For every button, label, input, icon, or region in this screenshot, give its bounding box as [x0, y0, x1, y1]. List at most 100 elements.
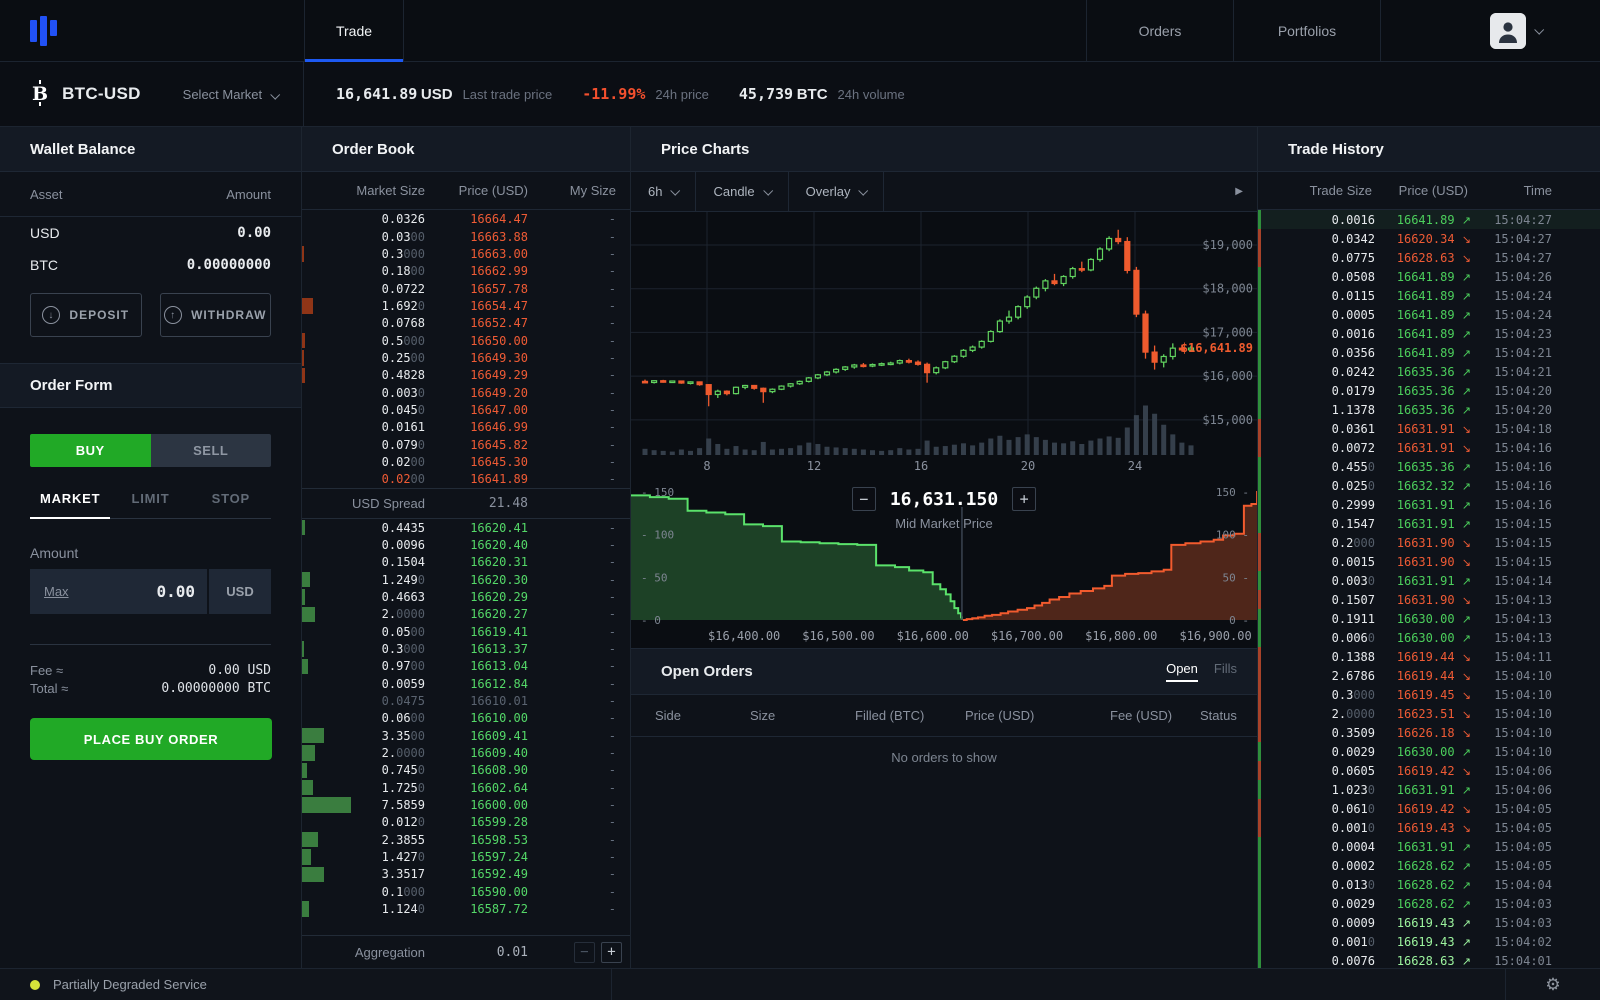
- order-book-ask-row[interactable]: 0.0300 16663.88-: [381, 229, 616, 244]
- order-book-bid-row[interactable]: 2.3855 16598.53-: [302, 831, 630, 848]
- trade-history-row: 0.1547 16631.91 ↗ 15:04:15: [1258, 514, 1600, 533]
- tab-fills[interactable]: Fills: [1213, 661, 1237, 676]
- svg-text:12: 12: [807, 459, 821, 473]
- order-book-bid-row[interactable]: 0.0600 16610.00-: [381, 711, 616, 726]
- order-book-bid-row[interactable]: 0.0500 16619.41-: [381, 624, 616, 639]
- order-book-bid-row[interactable]: 1.1240 16587.72-: [302, 900, 630, 917]
- order-book-bid-row[interactable]: 2.0000 16609.40-: [302, 744, 630, 761]
- order-book-bid-row[interactable]: 0.0059 16612.84-: [381, 676, 616, 691]
- buy-tab[interactable]: BUY: [30, 434, 151, 467]
- tab-orders[interactable]: Orders: [1086, 0, 1233, 61]
- trade-history-row: 0.0060 16630.00 ↗ 15:04:13: [1258, 628, 1600, 647]
- aggregation-decrease-button[interactable]: −: [574, 941, 595, 963]
- order-book-bid-row[interactable]: 0.7450 16608.90-: [302, 762, 630, 779]
- trade-history-row: 0.0009 16619.43 ↗ 15:04:03: [1258, 913, 1600, 932]
- trade-history-row: 0.2999 16631.91 ↗ 15:04:16: [1258, 495, 1600, 514]
- order-book-bid-row[interactable]: 0.0096 16620.40-: [381, 537, 616, 552]
- depth-bar: [302, 641, 304, 657]
- order-book-bid-row[interactable]: 0.0475 16610.01-: [381, 693, 616, 708]
- zoom-in-button[interactable]: +: [1012, 487, 1037, 511]
- open-orders-empty-message: No orders to show: [631, 737, 1257, 968]
- tab-stop[interactable]: STOP: [211, 491, 250, 506]
- coinbase-pro-logo-icon[interactable]: [30, 13, 60, 49]
- svg-text:0 -: 0 -: [1229, 614, 1249, 627]
- place-buy-order-button[interactable]: PLACE BUY ORDER: [30, 718, 272, 760]
- trade-history-row: 0.0030 16631.91 ↗ 15:04:14: [1258, 571, 1600, 590]
- max-link[interactable]: Max: [44, 584, 69, 599]
- order-book-bid-row[interactable]: 0.4435 16620.41-: [302, 519, 630, 536]
- order-book-bid-row[interactable]: 1.7250 16602.64-: [302, 779, 630, 796]
- trade-history-row: 0.2000 16631.90 ↘ 15:04:15: [1258, 533, 1600, 552]
- trade-history-row: 0.0029 16630.00 ↗ 15:04:10: [1258, 742, 1600, 761]
- candlestick-chart: 8 12 16 20 24 $19,000 $18,000 $17,000 $16,000 $15…: [631, 212, 1257, 475]
- svg-text:- 150: - 150: [641, 486, 674, 499]
- order-book-bid-row[interactable]: 1.2490 16620.30-: [302, 571, 630, 588]
- order-book-ask-row[interactable]: 0.0722 16657.78-: [381, 281, 616, 296]
- order-book-ask-row[interactable]: 0.5000 16650.00-: [302, 332, 630, 349]
- order-book-ask-row[interactable]: 0.2500 16649.30-: [302, 349, 630, 366]
- order-book-ask-row[interactable]: 0.1800 16662.99-: [381, 264, 616, 279]
- order-book-title: Order Book: [302, 127, 630, 172]
- trade-history-row: 0.0072 16631.91 ↘ 15:04:16: [1258, 438, 1600, 457]
- order-book-ask-row[interactable]: 0.3000 16663.00-: [302, 245, 630, 262]
- tab-trade[interactable]: Trade: [304, 0, 404, 62]
- order-book-bid-row[interactable]: 0.1000 16590.00-: [381, 884, 616, 899]
- trade-history-row: 0.0005 16641.89 ↗ 15:04:24: [1258, 305, 1600, 324]
- open-orders-header: Open Orders Open Fills: [631, 648, 1257, 695]
- depth-bar: [302, 606, 315, 622]
- expand-chart-icon[interactable]: ▶: [1235, 186, 1243, 197]
- order-book-ask-row[interactable]: 1.6920 16654.47-: [302, 297, 630, 314]
- depth-bar: [302, 762, 307, 778]
- amount-input[interactable]: Max 0.00: [30, 569, 207, 614]
- overlay-dropdown[interactable]: Overlay: [789, 172, 885, 211]
- arrow-up-circle-icon: ↑: [164, 306, 183, 324]
- tab-limit[interactable]: LIMIT: [131, 491, 170, 506]
- order-book-bid-row[interactable]: 0.1504 16620.31-: [381, 555, 616, 570]
- trade-history-row: 0.0115 16641.89 ↗ 15:04:24: [1258, 286, 1600, 305]
- svg-text:100 -: 100 -: [1216, 529, 1249, 542]
- order-book-bid-row[interactable]: 2.0000 16620.27-: [302, 606, 630, 623]
- order-book-bid-row[interactable]: 1.4270 16597.24-: [302, 848, 630, 865]
- order-book-ask-row[interactable]: 0.4828 16649.29-: [302, 367, 630, 384]
- trade-history-row: 0.1911 16630.00 ↗ 15:04:13: [1258, 609, 1600, 628]
- trade-history-row: 0.0029 16628.62 ↗ 15:04:03: [1258, 894, 1600, 913]
- depth-bar: [302, 779, 314, 796]
- order-book-bid-row[interactable]: 7.5859 16600.00-: [302, 796, 630, 813]
- order-book-bid-row[interactable]: 0.9700 16613.04-: [302, 658, 630, 675]
- order-book-ask-row[interactable]: 0.0200 16641.89-: [381, 472, 616, 487]
- order-book-ask-row[interactable]: 0.0450 16647.00-: [381, 403, 616, 418]
- order-book-ask-row[interactable]: 0.0790 16645.82-: [381, 437, 616, 452]
- order-book-bid-row[interactable]: 3.3517 16592.49-: [302, 866, 630, 883]
- trade-history-row: 0.0775 16628.63 ↘ 15:04:27: [1258, 248, 1600, 267]
- svg-text:$19,000: $19,000: [1202, 238, 1253, 252]
- order-book-bid-row[interactable]: 0.4663 16620.29-: [302, 588, 630, 605]
- timeframe-dropdown[interactable]: 6h: [631, 172, 697, 211]
- order-form-title: Order Form: [0, 363, 301, 408]
- tab-market[interactable]: MARKET: [30, 491, 111, 519]
- tab-portfolios[interactable]: Portfolios: [1233, 0, 1380, 61]
- order-book-ask-row[interactable]: 0.0030 16649.20-: [381, 385, 616, 400]
- settings-gear-icon[interactable]: ⚙: [1505, 969, 1600, 1000]
- zoom-out-button[interactable]: −: [851, 487, 876, 511]
- order-book-ask-row[interactable]: 0.0326 16664.47-: [381, 212, 616, 227]
- order-book-bid-row[interactable]: 0.3000 16613.37-: [302, 640, 630, 657]
- order-book-bid-row[interactable]: 3.3500 16609.41-: [302, 727, 630, 744]
- deposit-button[interactable]: ↓ DEPOSIT: [30, 293, 142, 337]
- order-book-ask-row[interactable]: 0.0161 16646.99-: [381, 420, 616, 435]
- tab-open[interactable]: Open: [1166, 661, 1198, 682]
- price-charts-title: Price Charts: [631, 127, 1257, 172]
- withdraw-button[interactable]: ↑ WITHDRAW: [159, 293, 271, 337]
- chart-type-dropdown[interactable]: Candle: [696, 172, 789, 211]
- trade-history-row: 0.0016 16641.89 ↗ 15:04:23: [1258, 324, 1600, 343]
- order-book-bid-row[interactable]: 0.0120 16599.28-: [381, 815, 616, 830]
- sell-tab[interactable]: SELL: [150, 434, 271, 467]
- user-menu[interactable]: [1380, 0, 1600, 61]
- order-book-panel: Order Book Market Size Price (USD) My Size…: [302, 127, 631, 968]
- svg-text:$16,500.00: $16,500.00: [802, 629, 874, 643]
- order-book-ask-row[interactable]: 0.0768 16652.47-: [381, 316, 616, 331]
- trade-history-row: 0.0076 16628.63 ↗ 15:04:01: [1258, 951, 1600, 968]
- order-book-ask-row[interactable]: 0.0200 16645.30-: [381, 455, 616, 469]
- aggregation-increase-button[interactable]: +: [601, 941, 622, 963]
- select-market-dropdown[interactable]: Select Market: [183, 87, 281, 102]
- arrow-down-circle-icon: ↓: [42, 306, 61, 324]
